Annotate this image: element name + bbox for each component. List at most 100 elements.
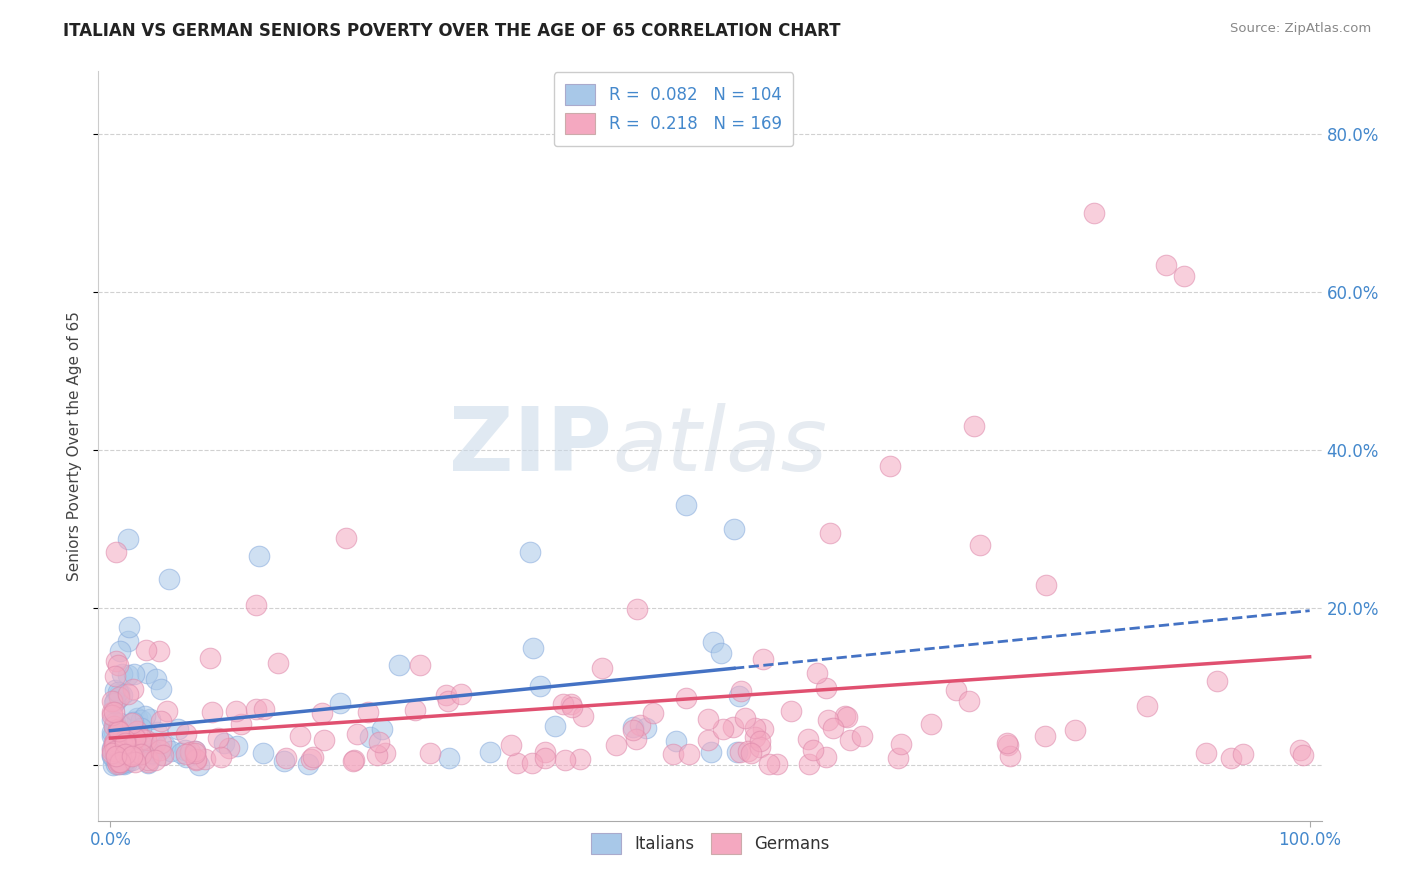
Point <box>103 719 125 733</box>
Point <box>436 689 458 703</box>
Point <box>553 697 575 711</box>
Point <box>186 753 208 767</box>
Point <box>111 750 134 764</box>
Point <box>501 738 523 752</box>
Point <box>1220 750 1243 764</box>
Point <box>100 705 122 719</box>
Point <box>636 721 658 735</box>
Point <box>104 734 127 748</box>
Point <box>209 750 232 764</box>
Point <box>359 730 381 744</box>
Point <box>740 747 762 761</box>
Point <box>149 736 172 750</box>
Point <box>479 745 502 759</box>
Point <box>998 749 1021 764</box>
Point <box>522 640 544 655</box>
Point <box>437 750 460 764</box>
Point <box>569 752 592 766</box>
Point <box>121 753 143 767</box>
Point <box>184 751 207 765</box>
Point <box>817 713 839 727</box>
Point <box>997 738 1019 752</box>
Point <box>194 751 217 765</box>
Point <box>801 743 824 757</box>
Point <box>621 723 644 737</box>
Point <box>591 661 613 675</box>
Point <box>543 719 565 733</box>
Point <box>108 727 131 741</box>
Point <box>945 683 967 698</box>
Point <box>1173 269 1195 284</box>
Point <box>149 714 172 729</box>
Point <box>150 747 173 762</box>
Point <box>969 538 991 552</box>
Point <box>117 620 139 634</box>
Point <box>529 679 551 693</box>
Point <box>174 726 197 740</box>
Point <box>357 705 380 719</box>
Point <box>218 740 240 755</box>
Point <box>105 545 128 559</box>
Point <box>105 755 128 769</box>
Point <box>628 718 651 732</box>
Point <box>758 757 780 772</box>
Point <box>252 746 274 760</box>
Point <box>108 644 131 658</box>
Point <box>107 685 129 699</box>
Point <box>744 730 766 744</box>
Point <box>101 748 124 763</box>
Point <box>108 757 131 772</box>
Point <box>342 755 364 769</box>
Point <box>107 658 129 673</box>
Point <box>136 665 159 680</box>
Point <box>124 731 146 745</box>
Point <box>107 722 129 736</box>
Point <box>103 736 125 750</box>
Point <box>371 722 394 736</box>
Point <box>150 681 173 696</box>
Point <box>212 736 235 750</box>
Point <box>837 709 859 723</box>
Point <box>117 633 139 648</box>
Point <box>117 532 139 546</box>
Point <box>818 525 841 540</box>
Point <box>314 732 336 747</box>
Point <box>121 747 143 762</box>
Point <box>101 725 124 739</box>
Point <box>125 731 148 746</box>
Point <box>157 572 180 586</box>
Point <box>107 687 129 701</box>
Point <box>122 739 145 753</box>
Point <box>723 522 745 536</box>
Point <box>253 702 276 716</box>
Y-axis label: Seniors Poverty Over the Age of 65: Seniors Poverty Over the Age of 65 <box>67 311 83 581</box>
Point <box>115 745 138 759</box>
Point <box>136 753 159 767</box>
Point <box>749 734 772 748</box>
Point <box>110 751 132 765</box>
Point <box>148 643 170 657</box>
Point <box>780 704 803 718</box>
Point <box>129 721 152 735</box>
Point <box>101 729 124 743</box>
Point <box>136 740 159 755</box>
Point <box>752 722 775 736</box>
Point <box>117 755 139 769</box>
Point <box>225 739 247 753</box>
Point <box>125 711 148 725</box>
Point <box>138 712 160 726</box>
Text: Source: ZipAtlas.com: Source: ZipAtlas.com <box>1230 22 1371 36</box>
Point <box>814 681 837 695</box>
Point <box>104 694 127 708</box>
Point <box>183 744 205 758</box>
Point <box>799 756 821 771</box>
Point <box>135 642 157 657</box>
Point <box>886 751 908 765</box>
Point <box>114 736 136 750</box>
Point <box>131 731 153 746</box>
Point <box>710 646 733 660</box>
Point <box>815 750 838 764</box>
Point <box>626 601 648 615</box>
Point <box>346 727 368 741</box>
Point <box>288 730 311 744</box>
